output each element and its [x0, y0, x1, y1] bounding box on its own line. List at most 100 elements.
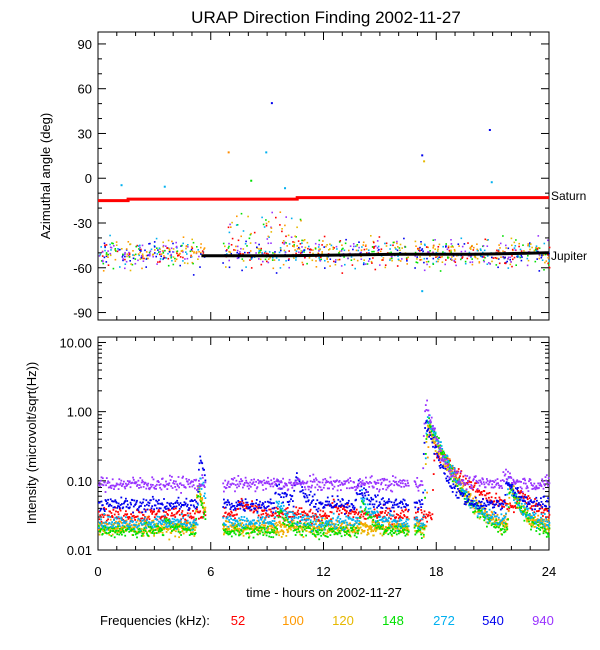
azimuth-point: [334, 263, 337, 266]
azimuth-point: [441, 256, 443, 258]
intensity-point: [488, 492, 491, 494]
intensity-point: [142, 498, 145, 501]
azimuth-point: [474, 256, 477, 259]
azimuth-point: [226, 249, 228, 251]
intensity-point: [503, 516, 506, 519]
azimuth-point: [510, 261, 512, 263]
source-lines: [98, 196, 550, 258]
intensity-point: [171, 530, 173, 532]
azimuth-point: [448, 249, 451, 252]
intensity-point: [247, 519, 250, 522]
intensity-point: [144, 529, 147, 531]
intensity-point: [232, 525, 235, 528]
intensity-point: [361, 494, 364, 497]
intensity-point: [117, 502, 120, 505]
intensity-point: [357, 479, 360, 482]
intensity-point: [540, 513, 543, 516]
intensity-point: [347, 502, 350, 504]
intensity-point: [483, 514, 486, 517]
azimuth-point: [519, 256, 522, 259]
azimuth-point: [122, 259, 124, 262]
intensity-point: [391, 520, 394, 523]
intensity-point: [542, 523, 545, 526]
intensity-point: [371, 523, 374, 526]
azimuth-point: [434, 248, 436, 250]
azimuth-point: [200, 246, 202, 249]
azimuth-point: [329, 248, 331, 250]
intensity-point: [370, 530, 373, 533]
intensity-point: [457, 483, 460, 485]
intensity-point: [271, 524, 273, 526]
azimuth-point: [126, 253, 129, 255]
intensity-point: [364, 503, 367, 506]
intensity-point: [292, 511, 294, 514]
intensity-point: [547, 516, 550, 519]
azimuth-point: [334, 261, 337, 263]
azimuth-point: [304, 256, 306, 259]
azimuth-point: [326, 258, 328, 260]
intensity-point: [175, 519, 177, 522]
azimuth-point: [281, 228, 283, 230]
intensity-point: [538, 533, 541, 536]
intensity-point: [125, 516, 127, 519]
intensity-point: [107, 518, 109, 521]
intensity-point: [118, 505, 121, 508]
intensity-point: [277, 531, 280, 534]
intensity-point: [238, 529, 240, 532]
intensity-point: [425, 513, 428, 516]
intensity-point: [425, 432, 428, 435]
intensity-point: [128, 522, 131, 525]
intensity-point: [107, 514, 110, 517]
intensity-point: [313, 523, 316, 526]
intensity-point: [525, 517, 528, 520]
azimuth-point: [191, 238, 193, 241]
intensity-point: [112, 530, 115, 532]
intensity-point: [190, 515, 192, 518]
intensity-point: [136, 536, 138, 539]
intensity-point: [169, 505, 172, 508]
intensity-point: [428, 434, 430, 436]
intensity-point: [328, 519, 330, 522]
intensity-point: [482, 516, 485, 518]
azimuth-point: [384, 242, 386, 245]
azimuth-point: [235, 245, 237, 248]
intensity-point: [163, 528, 165, 531]
intensity-point: [280, 509, 282, 512]
azimuth-point: [343, 256, 345, 258]
intensity-point: [161, 503, 164, 506]
intensity-point: [161, 526, 163, 528]
intensity-point: [253, 527, 255, 530]
intensity-point: [317, 531, 319, 533]
intensity-point: [239, 533, 242, 536]
intensity-point: [516, 500, 519, 503]
intensity-point: [504, 525, 507, 528]
azimuth-point: [318, 257, 320, 259]
azimuth-point: [445, 246, 447, 248]
intensity-point: [241, 526, 244, 529]
azimuth-point: [198, 255, 200, 258]
intensity-point: [169, 527, 172, 530]
intensity-point: [522, 497, 525, 499]
intensity-point: [120, 516, 123, 519]
intensity-point: [121, 528, 124, 531]
intensity-point: [348, 505, 351, 508]
intensity-point: [263, 526, 265, 529]
intensity-point: [488, 514, 490, 517]
intensity-point: [543, 530, 546, 532]
intensity-point: [313, 505, 315, 508]
azimuth-point: [329, 258, 332, 260]
intensity-point: [169, 519, 171, 522]
intensity-point: [139, 529, 142, 532]
intensity-point: [393, 523, 396, 525]
intensity-point: [540, 519, 542, 522]
top-ytick-label: 30: [78, 126, 92, 141]
intensity-point: [391, 506, 394, 509]
azimuth-point: [368, 252, 370, 254]
intensity-point: [540, 520, 543, 523]
azimuth-point: [345, 238, 347, 241]
azimuth-point: [301, 246, 303, 248]
intensity-point: [300, 526, 303, 528]
azimuth-point: [182, 260, 184, 262]
azimuth-point: [505, 247, 507, 249]
intensity-point: [291, 518, 294, 521]
